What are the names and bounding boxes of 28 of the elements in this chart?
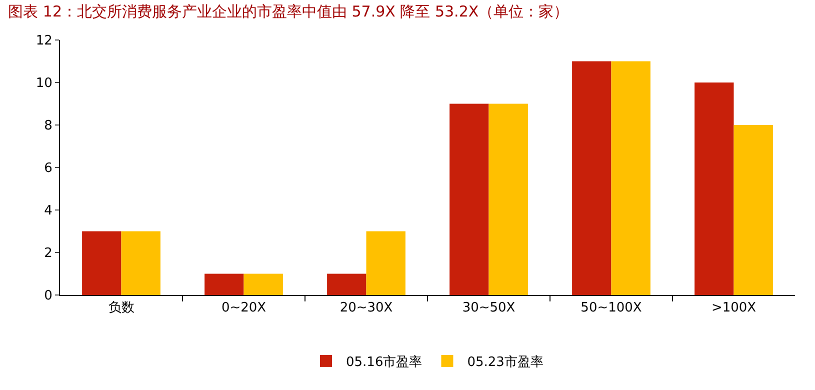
legend-label: 05.16市盈率 (346, 354, 422, 370)
x-tick-label: 20~30X (340, 300, 393, 316)
bar (204, 274, 244, 295)
x-tick-label: 50~100X (580, 300, 642, 316)
y-tick-label: 12 (36, 34, 52, 49)
x-tick-label: 0~20X (221, 300, 266, 316)
chart-title: 图表 12：北交所消费服务产业企业的市盈率中值由 57.9X 降至 53.2X（单位：家） (8, 2, 569, 20)
y-tick-label: 8 (44, 118, 52, 134)
bar (572, 61, 612, 295)
y-tick-label: 4 (44, 204, 52, 219)
bar (327, 274, 366, 295)
bar (244, 274, 283, 295)
bar (450, 104, 489, 295)
bar (694, 82, 734, 295)
bar (121, 231, 160, 295)
legend-label: 05.23市盈率 (467, 354, 544, 370)
y-tick-label: 6 (44, 161, 52, 176)
bar (366, 231, 406, 295)
bar (488, 104, 528, 295)
bar (82, 231, 122, 295)
x-tick-label: >100X (711, 300, 756, 316)
bar (611, 61, 650, 295)
x-tick-label: 30~50X (462, 300, 516, 316)
x-tick-label: 负数 (108, 300, 134, 316)
bar (734, 125, 773, 295)
y-tick-label: 2 (44, 246, 52, 262)
y-tick-label: 0 (44, 288, 52, 304)
y-tick-label: 10 (36, 76, 52, 92)
